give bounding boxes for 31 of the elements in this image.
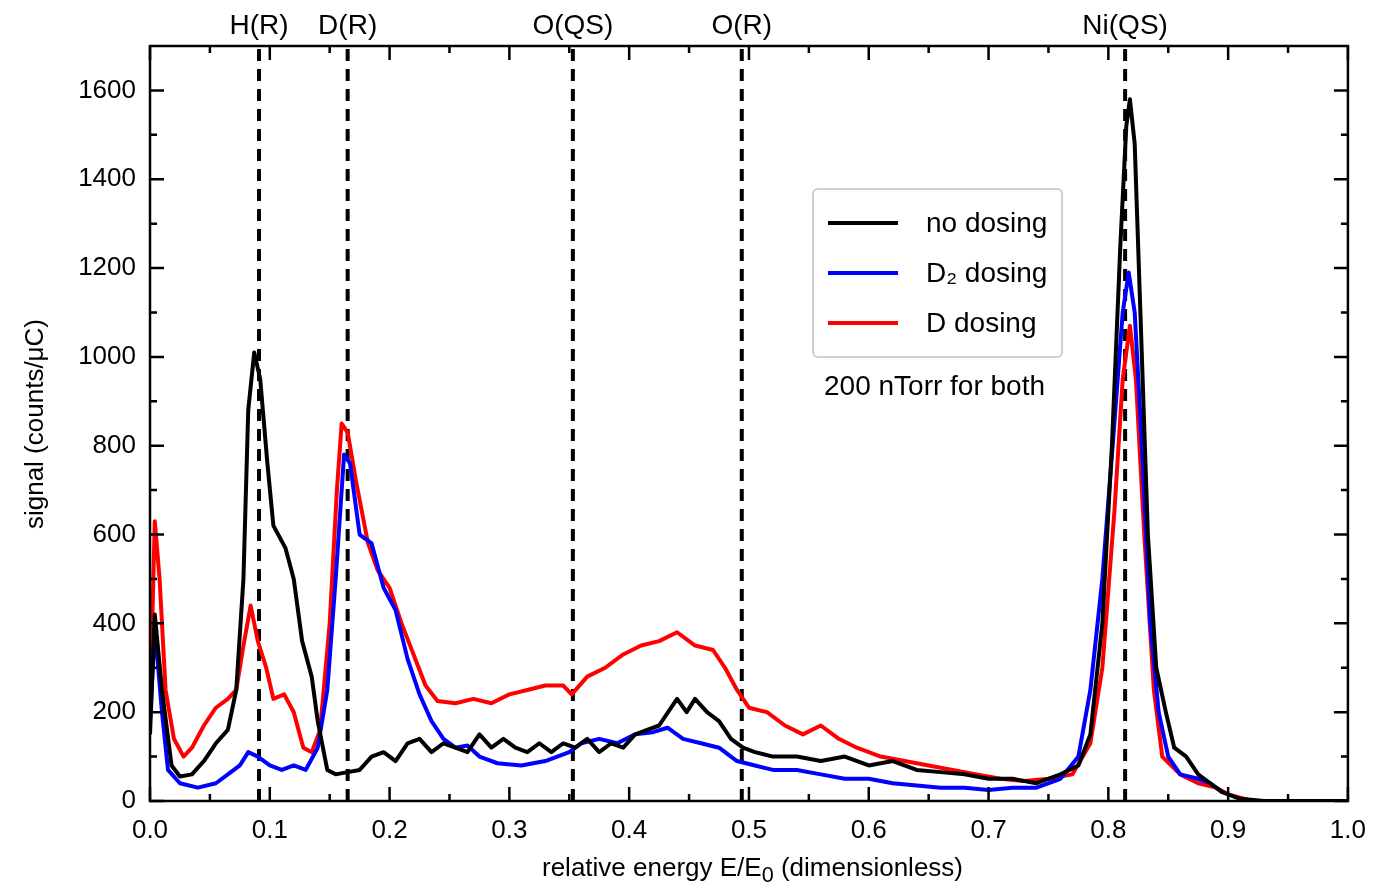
ref-line-label: H(R): [229, 8, 289, 40]
y-tick-label: 800: [92, 428, 136, 459]
y-tick-label: 1000: [78, 340, 136, 371]
x-tick-label: 0.0: [131, 813, 169, 844]
y-tick-label: 1600: [78, 73, 136, 104]
y-tick-label: 200: [92, 695, 136, 726]
x-tick-label: 0.5: [730, 813, 768, 844]
y-tick-label: 400: [92, 606, 136, 637]
legend-label: no dosing: [926, 207, 1048, 239]
x-tick-label: 0.6: [850, 813, 887, 844]
y-tick-label: 600: [92, 517, 136, 548]
x-tick-label: 0.2: [371, 813, 408, 844]
ref-line-label: O(R): [711, 8, 773, 40]
ref-line-label: Ni(QS): [1082, 8, 1168, 40]
legend-label: D₂ dosing: [926, 257, 1048, 289]
annotation: 200 nTorr for both: [824, 370, 1046, 402]
x-tick-label: 1.0: [1329, 813, 1367, 844]
ref-line-label: O(QS): [532, 8, 614, 40]
x-tick-label: 0.8: [1090, 813, 1127, 844]
y-axis-title: signal (counts/μC): [18, 318, 50, 529]
y-tick-label: 1200: [78, 251, 136, 282]
x-tick-label: 0.3: [491, 813, 528, 844]
x-tick-label: 0.9: [1210, 813, 1247, 844]
x-tick-label: 0.7: [970, 813, 1007, 844]
x-axis-title: relative energy E/E$_{0}$ (dimensionless): [541, 852, 964, 889]
x-tick-label: 0.4: [611, 813, 648, 844]
y-tick-label: 0: [121, 784, 136, 815]
legend-label: D dosing: [926, 307, 1037, 339]
x-tick-label: 0.1: [251, 813, 288, 844]
y-tick-label: 1400: [78, 162, 136, 193]
ref-line-label: D(R): [318, 8, 378, 40]
